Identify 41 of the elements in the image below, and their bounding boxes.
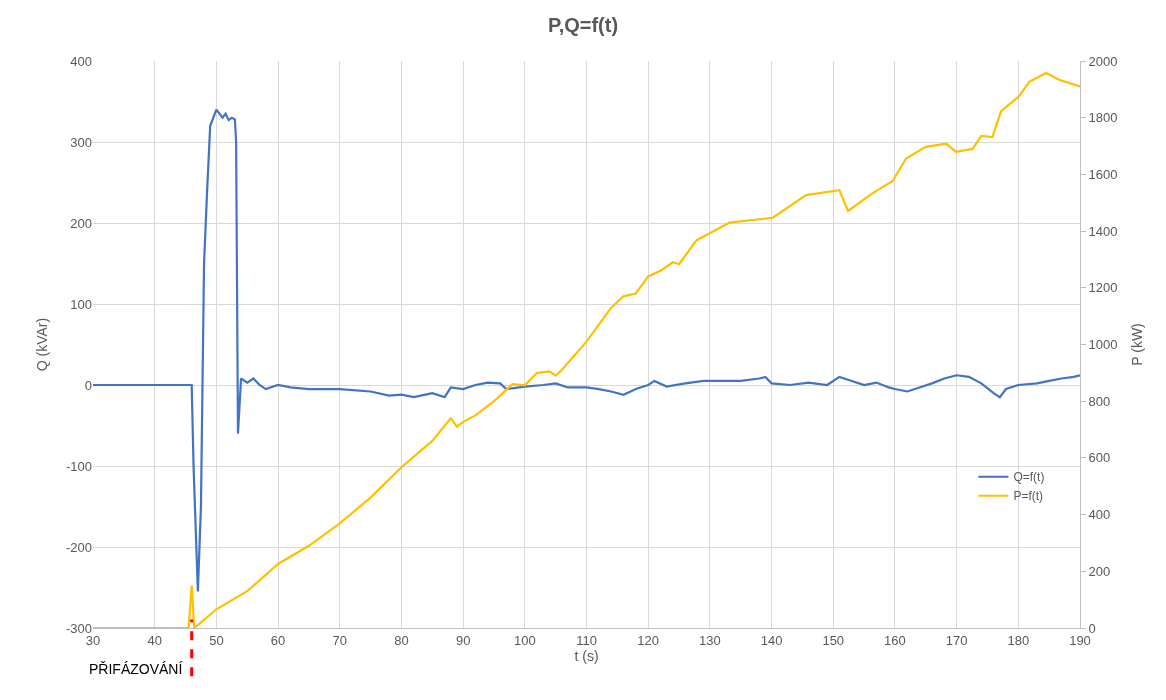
y2-tick-label: 400 xyxy=(1088,507,1111,523)
x-tick-label: 50 xyxy=(209,632,224,648)
y2-tick-label: 2000 xyxy=(1088,53,1118,69)
y2-tick-label: 200 xyxy=(1088,563,1111,579)
y2-tick-label: 1600 xyxy=(1088,166,1118,182)
x-tick-label: 90 xyxy=(455,632,471,648)
x-tick-label: 100 xyxy=(513,632,536,648)
x-tick-label: 160 xyxy=(884,632,906,648)
y2-tick-label: 1200 xyxy=(1088,280,1118,296)
y2-tick-label: 0 xyxy=(1088,620,1096,636)
ref-line-label: PŘIFÁZOVÁNÍ xyxy=(89,661,183,677)
x-tick-label: 150 xyxy=(822,632,845,648)
x-tick-label: 110 xyxy=(576,632,597,648)
x-tick-label: 190 xyxy=(1069,632,1091,648)
x-tick-label: 80 xyxy=(394,632,409,648)
x-tick-label: 180 xyxy=(1007,632,1030,648)
y-tick-label: 400 xyxy=(70,53,92,69)
y-axis-title: Q (kVAr) xyxy=(33,317,50,372)
y2-tick-label: 800 xyxy=(1088,393,1111,409)
y-tick-label: -200 xyxy=(65,539,92,555)
y2-tick-label: 1000 xyxy=(1088,337,1118,353)
y2-tick-label: 1400 xyxy=(1088,223,1118,239)
x-tick-label: 120 xyxy=(637,632,660,648)
y2-tick-label: 600 xyxy=(1088,450,1111,466)
y-tick-label: -100 xyxy=(65,458,92,474)
x-tick-label: 130 xyxy=(699,632,721,648)
legend-label: P=f(t) xyxy=(1013,489,1044,504)
x-axis-title: t (s) xyxy=(574,647,599,664)
chart-title: P,Q=f(t) xyxy=(547,13,619,36)
y-tick-label: 0 xyxy=(84,377,92,393)
x-tick-label: 70 xyxy=(332,632,347,648)
y2-axis-title: P (kW) xyxy=(1128,323,1145,366)
x-tick-label: 140 xyxy=(760,632,783,648)
y2-tick-label: 1800 xyxy=(1088,110,1118,126)
y-tick-label: 300 xyxy=(70,134,92,150)
x-tick-label: 170 xyxy=(945,632,968,648)
x-tick-label: 60 xyxy=(270,632,286,648)
x-tick-label: 40 xyxy=(147,632,162,648)
y-tick-label: 200 xyxy=(70,215,92,231)
y-tick-label: 100 xyxy=(70,296,92,312)
legend-label: Q=f(t) xyxy=(1013,470,1045,485)
